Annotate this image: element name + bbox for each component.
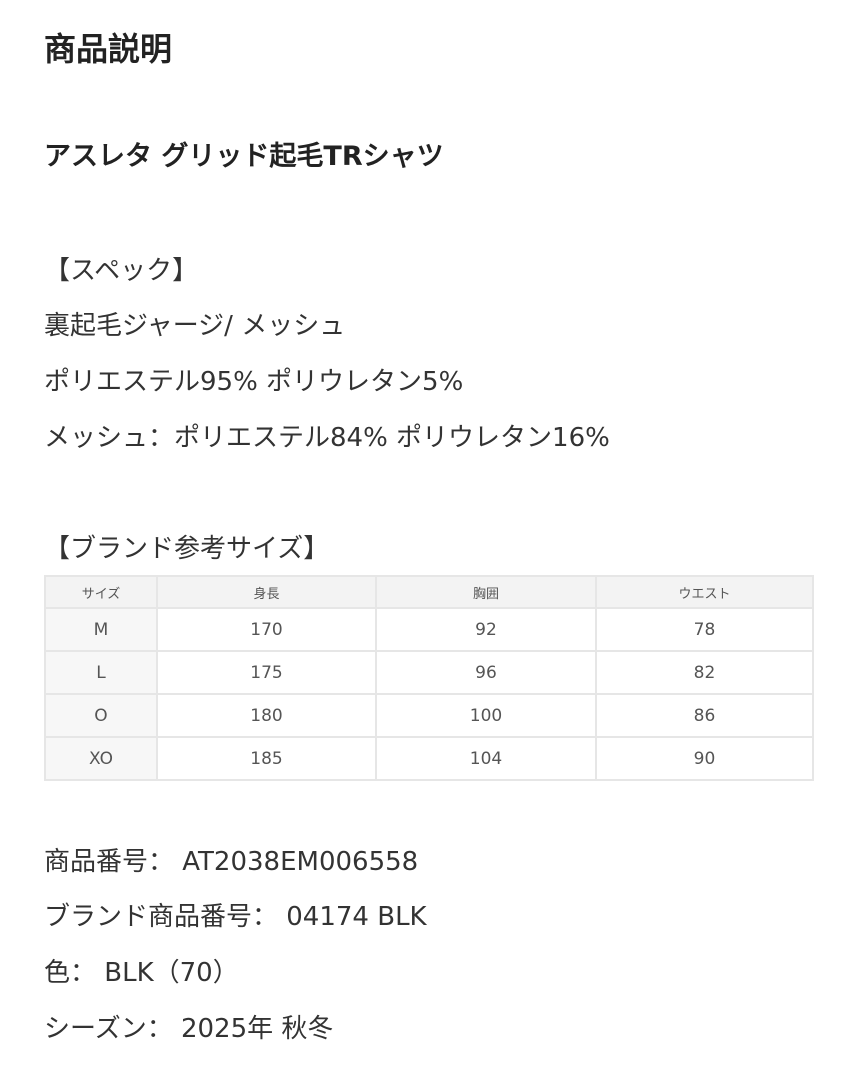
cell: 104 [375,736,597,781]
table-row: M 170 92 78 [44,607,814,652]
cell: 100 [375,693,597,738]
table-row: L 175 96 82 [44,650,814,695]
cell: 90 [595,736,814,781]
cell: M [44,607,158,652]
cell: O [44,693,158,738]
table-row: XO 185 104 90 [44,736,814,781]
cell: 96 [375,650,597,695]
cell: L [44,650,158,695]
cell: 180 [156,693,377,738]
column-header: 身長 [156,575,377,609]
product-name: アスレタ グリッド起毛TRシャツ [44,141,444,172]
cell: 170 [156,607,377,652]
size-heading: 【ブランド参考サイズ】 [44,534,330,564]
column-header: ウエスト [595,575,814,609]
cell: 78 [595,607,814,652]
spec-line: 裏起毛ジャージ/ メッシュ [44,311,346,341]
spec-line: ポリエステル95% ポリウレタン5% [44,367,464,397]
column-header: サイズ [44,575,158,609]
product-number: 商品番号： AT2038EM006558 [44,847,419,877]
cell: 92 [375,607,597,652]
color: 色： BLK（70） [44,958,239,988]
cell: XO [44,736,158,781]
cell: 82 [595,650,814,695]
table-header: サイズ 身長 胸囲 ウエスト [44,575,814,609]
brand-product-number: ブランド商品番号： 04174 BLK [44,902,427,932]
spec-heading: 【スペック】 [44,256,199,286]
cell: 86 [595,693,814,738]
spec-line: メッシュ：ポリエステル84% ポリウレタン16% [44,423,610,453]
table-row: O 180 100 86 [44,693,814,738]
size-table: サイズ 身長 胸囲 ウエスト M 170 92 78 L 175 96 82 O 180 100… [44,575,814,781]
cell: 185 [156,736,377,781]
cell: 175 [156,650,377,695]
season: シーズン： 2025年 秋冬 [44,1014,334,1044]
page-title: 商品説明 [44,30,173,68]
column-header: 胸囲 [375,575,597,609]
